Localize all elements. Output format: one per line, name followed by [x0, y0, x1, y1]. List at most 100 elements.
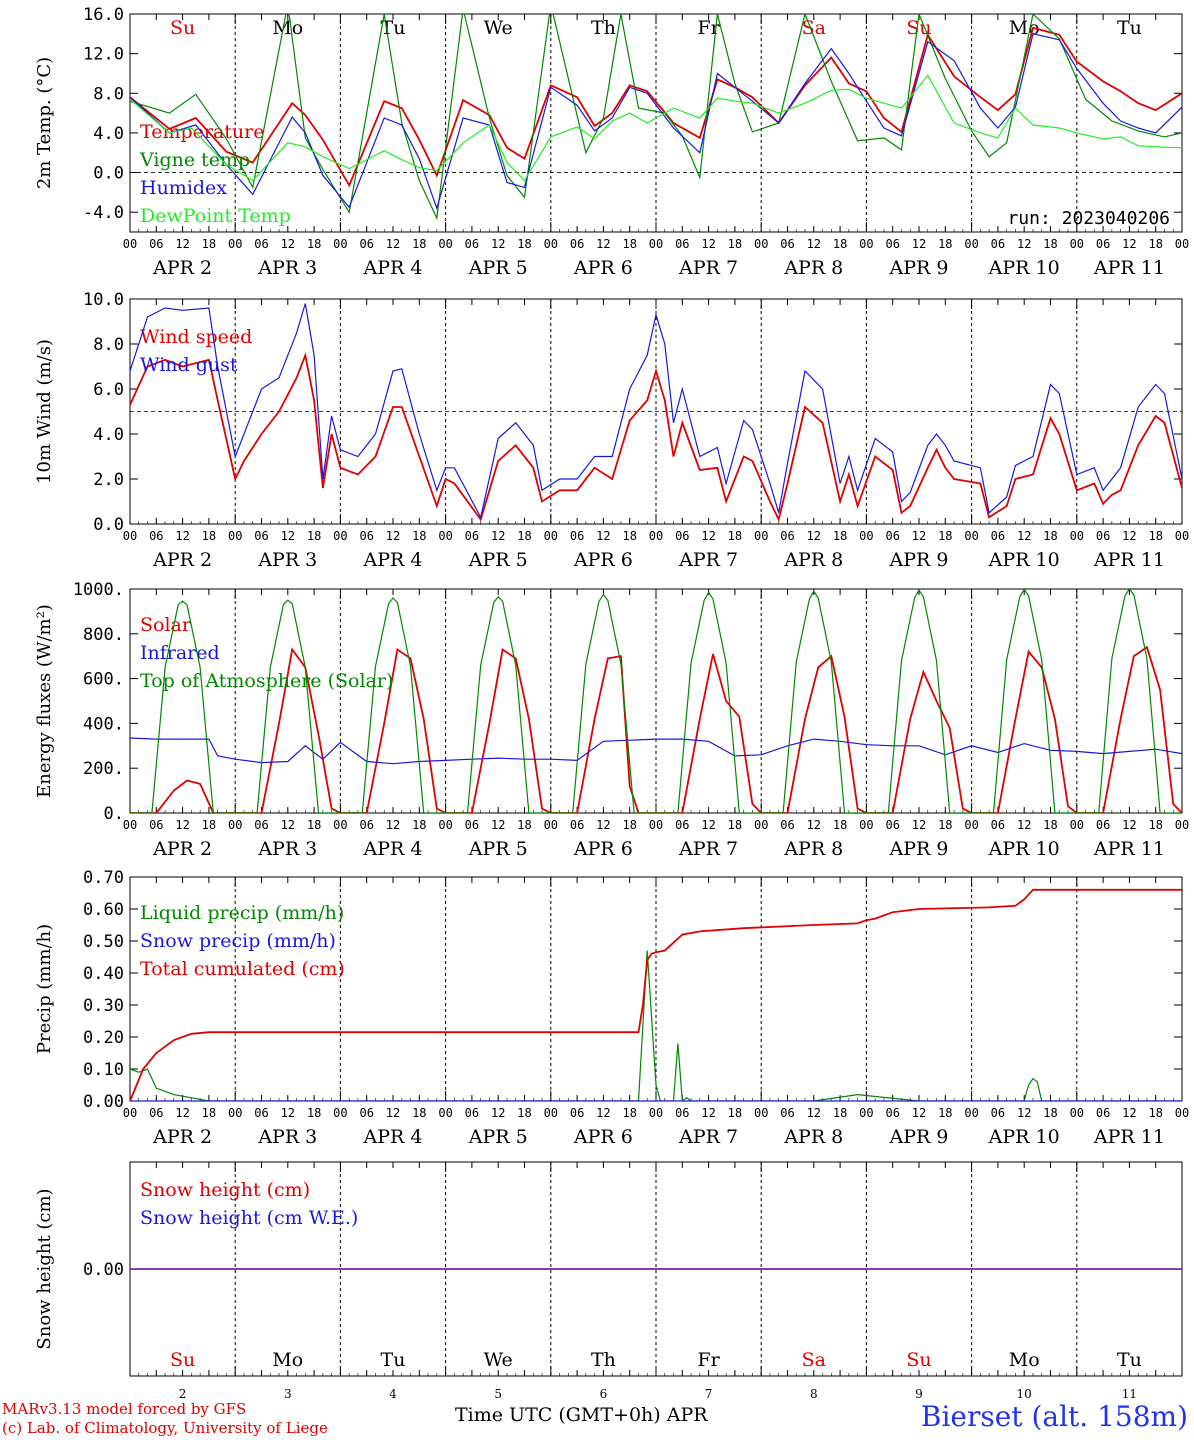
hour-label: 12: [386, 237, 400, 251]
hour-label: 18: [1148, 818, 1162, 832]
hour-label: 00: [123, 529, 137, 543]
hour-label: 12: [912, 1106, 926, 1120]
day-name-label: Mo: [1009, 1349, 1040, 1371]
hour-label: 12: [491, 237, 505, 251]
hour-label: 00: [1175, 818, 1189, 832]
hour-label: 06: [149, 237, 163, 251]
hour-label: 12: [701, 1106, 715, 1120]
hour-label: 00: [649, 1106, 663, 1120]
y-tick-label: 0.0: [93, 515, 124, 535]
y-axis-title: Snow height (cm): [34, 1188, 55, 1349]
hour-label: 06: [675, 818, 689, 832]
hour-label: 12: [596, 1106, 610, 1120]
hour-label: 06: [1096, 818, 1110, 832]
hour-label: 18: [307, 237, 321, 251]
day-name-label: Su: [170, 17, 195, 39]
hour-label: 18: [517, 1106, 531, 1120]
date-label: APR 5: [468, 549, 528, 571]
hour-label: 00: [228, 529, 242, 543]
legend-entry: Liquid precip (mm/h): [140, 902, 344, 924]
date-label: APR 7: [678, 1126, 738, 1148]
date-label: APR 8: [783, 257, 843, 279]
hour-label: 18: [307, 529, 321, 543]
date-label: APR 10: [988, 549, 1060, 571]
hour-label: 18: [622, 529, 636, 543]
hour-label: 00: [438, 1106, 452, 1120]
hour-label: 00: [333, 529, 347, 543]
day-name-label: Fr: [697, 1349, 720, 1371]
hour-label: 06: [991, 529, 1005, 543]
hour-label: 12: [281, 1106, 295, 1120]
y-tick-label: 10.0: [83, 290, 124, 310]
hour-label: 06: [675, 529, 689, 543]
hour-label: 06: [1096, 237, 1110, 251]
hour-label: 06: [570, 237, 584, 251]
hour-label: 00: [123, 818, 137, 832]
day-name-label: Mo: [272, 17, 303, 39]
hour-label: 12: [1017, 1106, 1031, 1120]
y-tick-label: 8.0: [93, 84, 124, 104]
hour-label: 00: [1070, 529, 1084, 543]
hour-label: 12: [491, 529, 505, 543]
series-line-1: [130, 737, 1182, 765]
hour-label: 18: [938, 529, 952, 543]
date-label: APR 8: [783, 838, 843, 860]
legend-entry: Snow precip (mm/h): [140, 930, 336, 952]
hour-label: 12: [807, 237, 821, 251]
hour-label: 00: [544, 237, 558, 251]
hour-label: 12: [807, 1106, 821, 1120]
date-label: APR 7: [678, 257, 738, 279]
y-axis-title: 2m Temp. (°C): [34, 57, 55, 189]
day-name-label: Th: [591, 1349, 616, 1371]
date-label: APR 9: [889, 1126, 949, 1148]
hour-label: 12: [1122, 237, 1136, 251]
hour-label: 12: [1017, 529, 1031, 543]
hour-label: 06: [570, 529, 584, 543]
hour-label: 18: [202, 1106, 216, 1120]
hour-label: 12: [1122, 818, 1136, 832]
hour-label: 18: [202, 237, 216, 251]
hour-label: 18: [1043, 237, 1057, 251]
hour-label: 06: [885, 237, 899, 251]
date-label: APR 8: [783, 549, 843, 571]
hour-label: 12: [281, 818, 295, 832]
day-name-label: Tu: [1117, 17, 1142, 39]
hour-label: 06: [675, 1106, 689, 1120]
date-label: APR 7: [678, 838, 738, 860]
hour-label: 18: [938, 818, 952, 832]
hour-label: 12: [912, 237, 926, 251]
y-tick-label: 0.30: [83, 996, 124, 1016]
run-label: run: 2023040206: [1007, 208, 1170, 229]
hour-label: 00: [754, 529, 768, 543]
hour-label: 00: [438, 818, 452, 832]
hour-label: 06: [780, 529, 794, 543]
hour-label: 12: [386, 818, 400, 832]
date-label: APR 6: [573, 838, 633, 860]
lab-credit: (c) Lab. of Climatology, University of L…: [2, 1419, 328, 1437]
day-name-label: Tu: [381, 1349, 406, 1371]
series-line-1: [130, 303, 1182, 520]
hour-label: 06: [359, 529, 373, 543]
legend-entry: Snow height (cm): [140, 1179, 310, 1201]
hour-label: 18: [938, 1106, 952, 1120]
day-number-label: 8: [810, 1387, 818, 1401]
hour-label: 12: [386, 529, 400, 543]
day-name-label: Tu: [381, 17, 406, 39]
site-label: Bierset (alt. 158m): [920, 1400, 1188, 1433]
hour-label: 18: [1148, 529, 1162, 543]
hour-label: 18: [412, 237, 426, 251]
hour-label: 12: [912, 529, 926, 543]
hour-label: 00: [123, 237, 137, 251]
hour-label: 18: [622, 237, 636, 251]
y-tick-label: 0.40: [83, 964, 124, 984]
hour-label: 18: [938, 237, 952, 251]
series-line-2: [130, 589, 1182, 813]
hour-label: 12: [596, 818, 610, 832]
hour-label: 00: [1070, 237, 1084, 251]
hour-label: 06: [149, 818, 163, 832]
hour-label: 00: [1175, 529, 1189, 543]
hour-label: 18: [833, 818, 847, 832]
hour-label: 12: [596, 529, 610, 543]
hour-label: 06: [885, 818, 899, 832]
legend-entry: Solar: [140, 614, 192, 636]
